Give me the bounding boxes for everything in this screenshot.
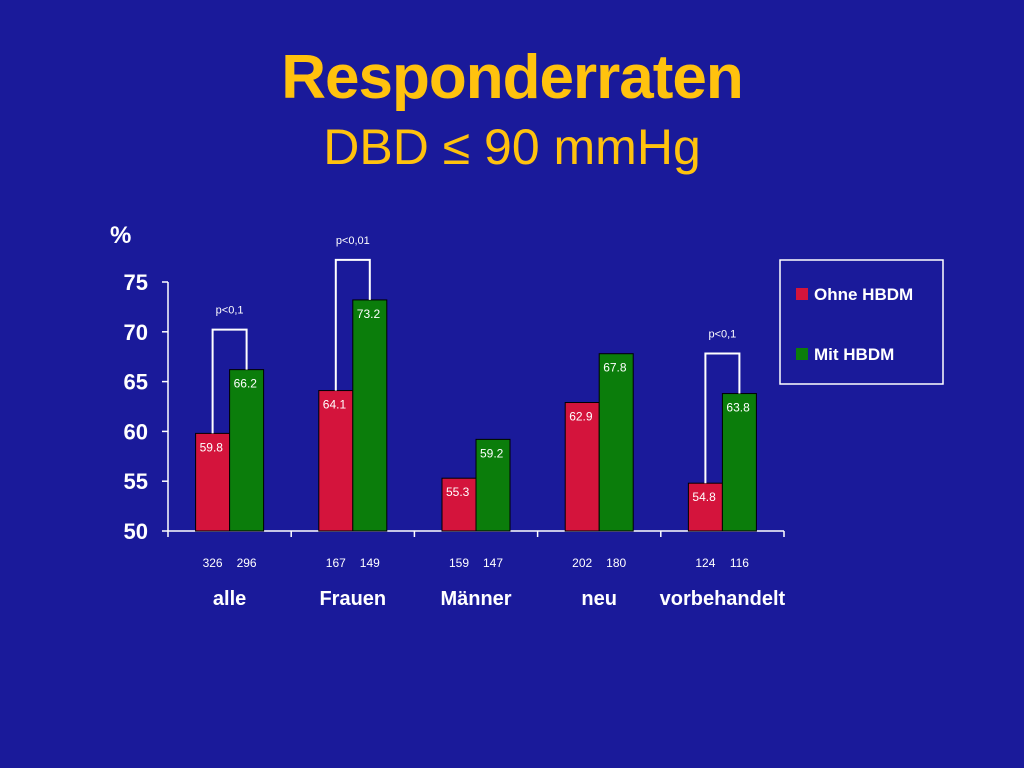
- significance-bracket: [704, 352, 741, 484]
- significance-bracket: [211, 328, 248, 434]
- bar-mit-hbdm: [475, 438, 511, 532]
- bar-value-label: 59.2: [480, 446, 504, 460]
- legend-swatch: [796, 348, 808, 360]
- category-label: Männer: [440, 588, 511, 610]
- sample-size-label: 326: [203, 556, 223, 570]
- bar-mit-hbdm: [598, 353, 634, 532]
- bar-value-label: 64.1: [323, 398, 347, 412]
- bar-ohne-hbdm: [318, 390, 354, 532]
- category-label: Frauen: [319, 588, 386, 610]
- bar-value-label: 73.2: [357, 307, 381, 321]
- legend-label: Ohne HBDM: [814, 285, 913, 304]
- category-label: neu: [581, 588, 617, 610]
- sample-size-label: 296: [237, 556, 257, 570]
- sample-size-label: 147: [483, 556, 503, 570]
- bar-value-label: 55.3: [446, 485, 470, 499]
- bar-ohne-hbdm: [687, 482, 723, 532]
- bar-value-label: 63.8: [726, 401, 750, 415]
- y-tick-label: 75: [124, 270, 148, 295]
- chart-axes: 50 55 60 65 70 75%: [110, 222, 785, 544]
- chart-labels: 59.8 326 66.2 296 alle 64.1 167 73.2 149 Frauen 55…: [200, 307, 786, 610]
- sample-size-label: 167: [326, 556, 346, 570]
- bar-mit-hbdm: [352, 299, 388, 532]
- bar-value-label: 62.9: [569, 410, 593, 424]
- y-tick-label: 65: [124, 370, 148, 395]
- sample-size-label: 180: [606, 556, 626, 570]
- slide-subtitle: DBD ≤ 90 mmHg: [323, 119, 701, 175]
- sample-size-label: 124: [695, 556, 715, 570]
- significance-bracket: [334, 258, 371, 391]
- p-value-label: p<0,1: [708, 329, 736, 341]
- p-value-label: p<0,1: [216, 305, 244, 317]
- sample-size-label: 149: [360, 556, 380, 570]
- y-tick-label: 50: [124, 519, 148, 544]
- p-value-label: p<0,01: [336, 235, 370, 247]
- bar-value-label: 59.8: [200, 440, 224, 454]
- y-tick-label: 70: [124, 320, 148, 345]
- y-axis-label: %: [110, 222, 131, 249]
- sample-size-label: 159: [449, 556, 469, 570]
- legend-swatch: [796, 288, 808, 300]
- category-label: alle: [213, 588, 246, 610]
- category-label: vorbehandelt: [660, 588, 786, 610]
- bar-ohne-hbdm: [195, 432, 231, 532]
- chart-bars: [195, 299, 757, 532]
- sample-size-label: 116: [730, 556, 749, 570]
- bar-mit-hbdm: [229, 369, 265, 532]
- legend-label: Mit HBDM: [814, 345, 894, 364]
- sample-size-label: 202: [572, 556, 592, 570]
- bar-value-label: 67.8: [603, 361, 627, 375]
- y-tick-label: 60: [124, 419, 148, 444]
- bar-value-label: 66.2: [234, 377, 258, 391]
- legend-box: [779, 259, 944, 385]
- chart-legend: Ohne HBDM Mit HBDM: [779, 259, 944, 385]
- chart-annotations: p<0,1 p<0,01 p<0,1: [211, 235, 741, 484]
- bar-mit-hbdm: [721, 393, 757, 532]
- slide-title: Responderraten: [281, 43, 743, 112]
- y-tick-label: 55: [124, 469, 148, 494]
- bar-value-label: 54.8: [692, 490, 716, 504]
